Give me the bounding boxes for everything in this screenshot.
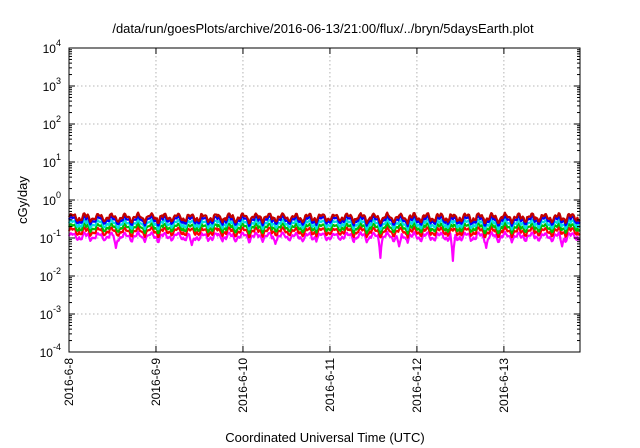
series-line bbox=[68, 230, 581, 262]
x-tick-label: 2016-6-13 bbox=[497, 358, 511, 413]
series-line bbox=[68, 221, 581, 235]
chart-title: /data/run/goesPlots/archive/2016-06-13/2… bbox=[112, 21, 534, 36]
x-tick-label: 2016-6-11 bbox=[323, 358, 337, 412]
y-tick-label: 10-1 bbox=[40, 228, 61, 246]
x-tick-label: 2016-6-8 bbox=[62, 358, 76, 406]
y-tick-label: 10-3 bbox=[40, 304, 61, 322]
y-tick-label: 102 bbox=[43, 114, 61, 132]
y-tick-label: 10-2 bbox=[40, 266, 61, 284]
y-tick-labels: 10-4 10-3 10-2 10-1 100 101 102 103 104 bbox=[40, 38, 61, 360]
series-group bbox=[68, 211, 581, 262]
y-tick-label: 10-4 bbox=[40, 342, 61, 360]
x-tick-label: 2016-6-9 bbox=[149, 358, 163, 406]
y-grid-lines bbox=[69, 85, 580, 315]
series-line bbox=[68, 211, 581, 225]
x-tick-labels: 2016-6-8 2016-6-9 2016-6-10 2016-6-11 2016-6… bbox=[62, 358, 511, 413]
y-tick-label: 101 bbox=[43, 152, 61, 170]
y-tick-label: 103 bbox=[43, 76, 61, 94]
series-line bbox=[68, 217, 581, 231]
x-axis-label: Coordinated Universal Time (UTC) bbox=[225, 430, 424, 445]
x-grid-lines bbox=[155, 48, 505, 352]
x-tick-marks bbox=[68, 48, 505, 352]
y-tick-label: 100 bbox=[43, 190, 61, 208]
y-tick-label: 104 bbox=[43, 38, 61, 56]
y-axis-label: cGy/day bbox=[15, 176, 30, 224]
x-tick-label: 2016-6-10 bbox=[236, 358, 250, 413]
y-tick-marks bbox=[69, 47, 580, 353]
x-tick-label: 2016-6-12 bbox=[410, 358, 424, 413]
series-line bbox=[68, 225, 581, 239]
